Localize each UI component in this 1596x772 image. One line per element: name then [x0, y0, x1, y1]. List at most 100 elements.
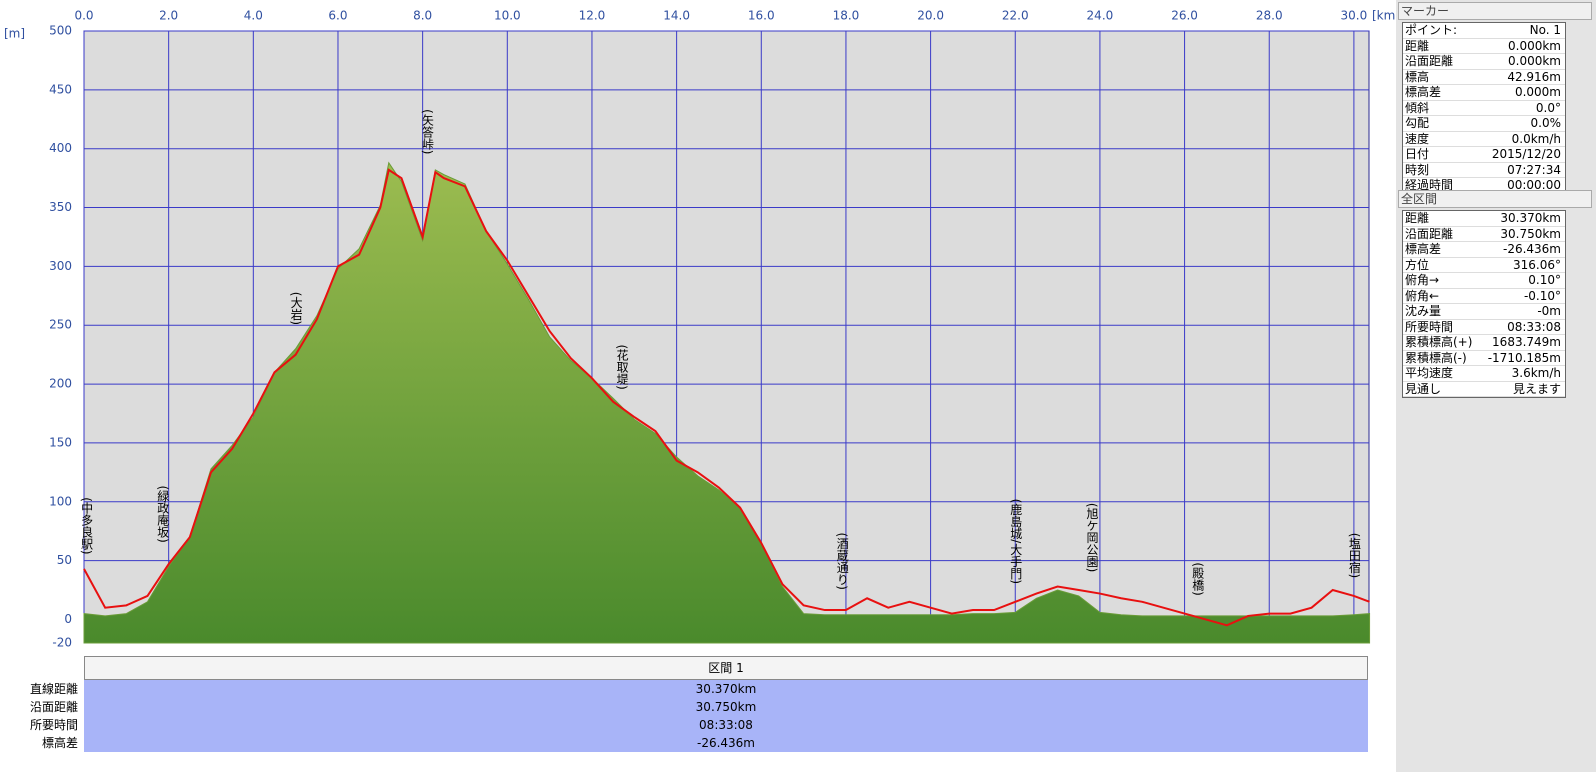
- x-tick-label: 22.0: [1002, 9, 1029, 23]
- y-tick-label: 450: [49, 82, 72, 96]
- row-label: 速度: [1405, 131, 1430, 146]
- total-row: 標高差 -26.436m: [1403, 242, 1565, 258]
- section-row: 標高差 -26.436m: [0, 734, 1396, 752]
- annotation: (花取堤): [615, 344, 629, 389]
- row-label: 沿面距離: [1405, 226, 1454, 241]
- marker-row: 距離 0.000km: [1403, 38, 1565, 54]
- total-table: 距離 30.370km 沿面距離 30.750km 標高差 -26.436m 方位 316.0…: [1402, 210, 1566, 398]
- annotation: (塩田宿): [1347, 533, 1361, 578]
- y-tick-label: 100: [49, 494, 72, 508]
- row-label: 日付: [1405, 147, 1430, 161]
- row-label: 累積標高(-): [1405, 350, 1467, 365]
- annotation: (鹿島城/大手門): [1009, 499, 1023, 584]
- side-panel: マーカー ポイント: No. 1 距離 0.000km 沿面距離 0.000km 標高 42.…: [1396, 0, 1596, 772]
- y-tick-label: 400: [49, 141, 72, 155]
- y-tick-label: 250: [49, 318, 72, 332]
- total-row: 俯角→ 0.10°: [1403, 273, 1565, 289]
- x-tick-label: 10.0: [494, 9, 521, 23]
- y-tick-label: 500: [49, 24, 72, 38]
- terrain-area: [83, 161, 1371, 644]
- chart: [m] [km] 0.0 2.0 4.0 6.0 8.0 10.0 12.0 14.0 16.0…: [4, 9, 1396, 650]
- marker-row: 日付 2015/12/20: [1403, 147, 1565, 163]
- row-label: 勾配: [1405, 116, 1430, 130]
- row-value: -26.436m: [84, 734, 1368, 752]
- annotation: (旭ケ岡公園): [1085, 503, 1099, 572]
- total-row: 方位 316.06°: [1403, 257, 1565, 273]
- row-label: 標高差: [1405, 85, 1442, 99]
- row-label: 平均速度: [1405, 366, 1454, 380]
- x-unit: [km]: [1372, 9, 1396, 23]
- row-label: 見通し: [1405, 381, 1442, 396]
- total-row: 平均速度 3.6km/h: [1403, 366, 1565, 382]
- marker-header: マーカー: [1398, 2, 1592, 20]
- annotation: (矢答峠): [420, 109, 434, 154]
- annotation: (中多良駅): [80, 497, 94, 554]
- x-tick-label: 16.0: [748, 9, 775, 23]
- marker-row: 速度 0.0km/h: [1403, 131, 1565, 147]
- row-value: -1710.185m: [1487, 350, 1561, 365]
- total-row: 所要時間 08:33:08: [1403, 319, 1565, 335]
- section-title: 区間 1: [84, 656, 1368, 680]
- x-tick-label: 2.0: [159, 9, 178, 23]
- annotation: (大岩): [289, 292, 303, 325]
- x-tick-label: 30.0: [1341, 9, 1368, 23]
- row-value: 08:33:08: [84, 716, 1368, 734]
- row-label: 標高差: [41, 736, 78, 750]
- row-label: 時刻: [1405, 162, 1430, 177]
- annotation: (緑政庵坂): [156, 485, 170, 542]
- y-tick-label: 200: [49, 377, 72, 391]
- row-value: 30.750km: [84, 698, 1368, 716]
- row-label: 標高差: [1405, 242, 1442, 256]
- total-row: 距離 30.370km: [1403, 211, 1565, 227]
- x-tick-label: 20.0: [917, 9, 944, 23]
- row-value: 316.06°: [1513, 257, 1561, 272]
- marker-row: 時刻 07:27:34: [1403, 162, 1565, 178]
- total-row: 沿面距離 30.750km: [1403, 226, 1565, 242]
- row-value: -26.436m: [1502, 242, 1561, 256]
- y-unit: [m]: [4, 27, 25, 41]
- row-value: 0.10°: [1528, 273, 1561, 287]
- x-tick-label: 26.0: [1171, 9, 1198, 23]
- row-value: 08:33:08: [1507, 319, 1561, 334]
- row-label: 俯角←: [1405, 288, 1440, 303]
- row-label: 沿面距離: [29, 700, 78, 714]
- marker-row: 沿面距離 0.000km: [1403, 54, 1565, 70]
- annotation: (酒蔵通り): [835, 533, 849, 590]
- marker-row: 傾斜 0.0°: [1403, 100, 1565, 116]
- row-value: 3.6km/h: [1511, 366, 1561, 380]
- y-tick-label: 300: [49, 259, 72, 273]
- row-label: 累積標高(+): [1405, 335, 1473, 349]
- row-value: 0.0°: [1535, 100, 1561, 115]
- marker-row: 標高差 0.000m: [1403, 85, 1565, 101]
- section-row: 所要時間 08:33:08: [0, 716, 1396, 734]
- row-value: 0.000km: [1508, 38, 1561, 53]
- row-value: 0.000km: [1508, 54, 1561, 68]
- annotation: (殿橋): [1191, 562, 1205, 595]
- total-row: 沈み量 -0m: [1403, 304, 1565, 320]
- marker-table: ポイント: No. 1 距離 0.000km 沿面距離 0.000km 標高 42.916m 標…: [1402, 22, 1566, 195]
- y-tick-label: -20: [52, 636, 72, 650]
- row-value: 0.0%: [1530, 116, 1562, 130]
- row-label: 沈み量: [1405, 304, 1442, 318]
- row-value: 30.370km: [1500, 211, 1561, 225]
- x-tick-label: 28.0: [1256, 9, 1283, 23]
- x-tick-label: 8.0: [413, 9, 432, 23]
- x-tick-label: 0.0: [74, 9, 93, 23]
- total-row: 見通し 見えます: [1403, 381, 1565, 397]
- row-value: 30.370km: [84, 680, 1368, 698]
- y-tick-label: 50: [57, 553, 72, 567]
- marks: [83, 161, 1371, 644]
- row-label: 所要時間: [1405, 319, 1454, 334]
- row-value: 42.916m: [1507, 69, 1561, 84]
- row-value: 1683.749m: [1492, 335, 1561, 349]
- y-tick-label: 0: [64, 612, 72, 626]
- x-tick-label: 4.0: [244, 9, 263, 23]
- section-row: 直線距離 30.370km: [0, 680, 1396, 698]
- row-value: 0.000m: [1514, 85, 1561, 99]
- y-tick-label: 350: [49, 200, 72, 214]
- x-tick-label: 18.0: [833, 9, 860, 23]
- row-label: 所要時間: [29, 718, 78, 732]
- row-label: ポイント:: [1405, 23, 1458, 37]
- row-label: 方位: [1405, 257, 1430, 272]
